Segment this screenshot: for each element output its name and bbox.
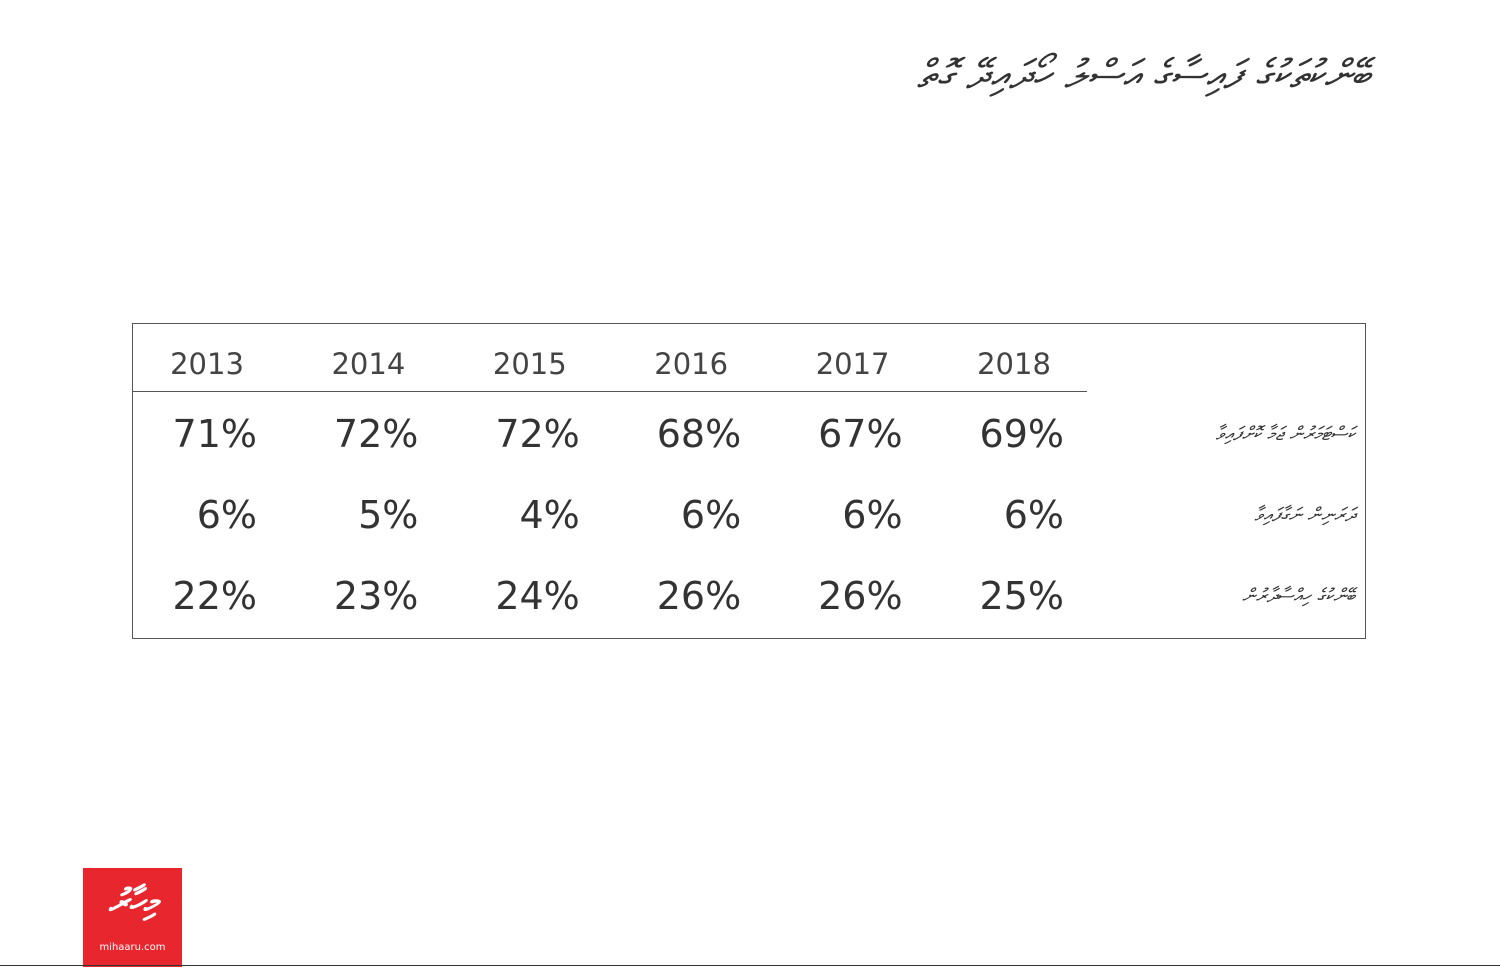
column-header: 2013: [170, 347, 244, 381]
cell-value: 6%: [196, 493, 257, 537]
column-header: 2014: [331, 347, 406, 381]
table-frame: [132, 323, 1366, 639]
cell-value: 6%: [680, 493, 742, 537]
cell-value: 72%: [333, 412, 419, 456]
cell-value: 25%: [979, 574, 1064, 618]
cell-value: 23%: [333, 574, 419, 618]
cell-value: 26%: [656, 574, 742, 618]
header-rule: [133, 391, 1087, 392]
cell-value: 6%: [1003, 493, 1064, 537]
cell-value: 5%: [358, 493, 419, 537]
row-label: ކަސްޓަމަރުން ޖަމާ ކޮށްފައިވާ: [1215, 423, 1355, 445]
column-header: 2018: [977, 347, 1051, 381]
bottom-rule: [0, 965, 1500, 966]
cell-value: 26%: [818, 574, 903, 618]
row-label: ބޭންކުގެ ހިއްސާދާރުން: [1242, 585, 1355, 607]
cell-value: 68%: [656, 412, 742, 456]
column-header: 2017: [815, 347, 890, 381]
row-label: ދަރަނިން ނަގާފައިވާ: [1254, 504, 1355, 526]
cell-value: 24%: [495, 574, 580, 618]
logo-url: mihaaru.com: [99, 942, 166, 953]
logo: މިހާރު mihaaru.com: [83, 868, 182, 967]
cell-value: 71%: [172, 412, 257, 456]
cell-value: 4%: [519, 493, 580, 537]
cell-value: 67%: [818, 412, 903, 456]
cell-value: 72%: [495, 412, 580, 456]
column-header: 2016: [654, 347, 729, 381]
column-header: 2015: [492, 347, 567, 381]
cell-value: 69%: [979, 412, 1064, 456]
title: ބޭންކުތަކުގެ ފައިސާގެ އަސްލު ހޯދައިދޭ ގޮ…: [916, 52, 1370, 98]
cell-value: 6%: [842, 493, 903, 537]
logo-text: މިހާރު: [108, 882, 157, 922]
cell-value: 22%: [172, 574, 257, 618]
